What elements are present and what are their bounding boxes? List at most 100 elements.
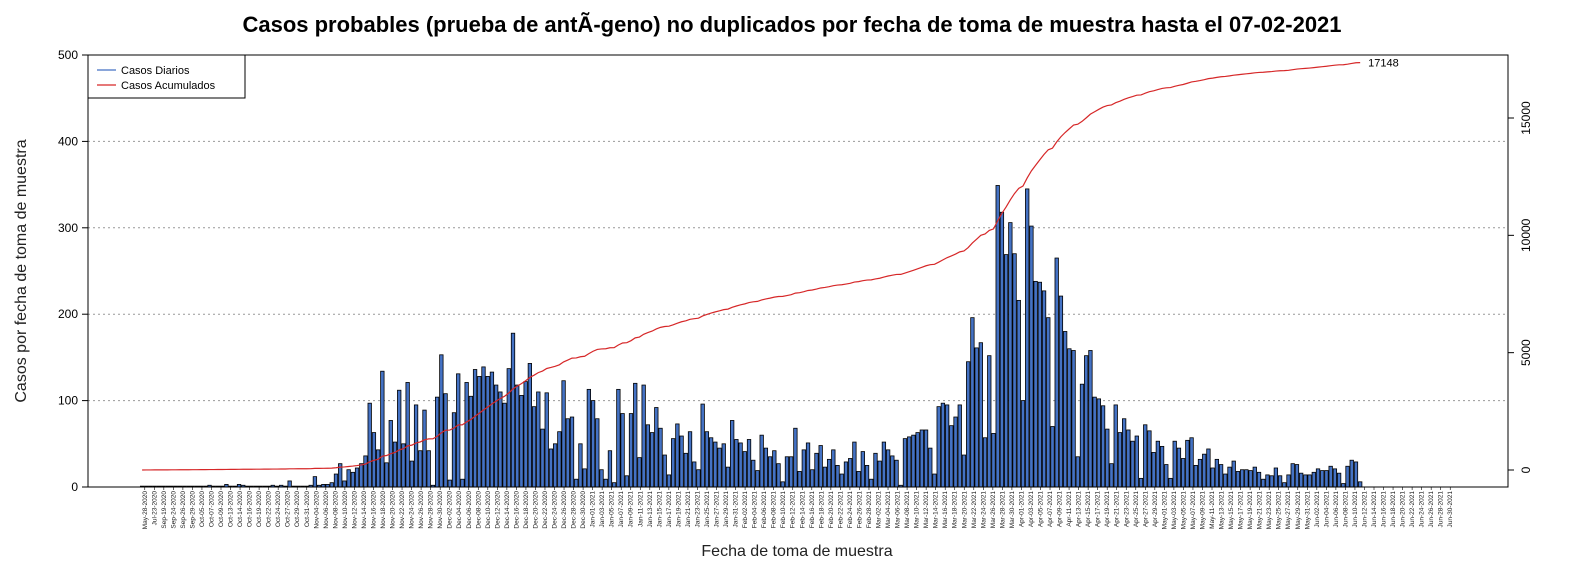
bar	[936, 406, 941, 488]
bar	[755, 470, 760, 488]
x-tick-label: Apr-15-2021	[1085, 491, 1092, 528]
x-tick-label: Nov-22-2020	[399, 491, 406, 529]
bar	[1324, 470, 1329, 488]
bar	[1223, 473, 1228, 488]
x-tick-label: Oct-22-2020	[266, 491, 273, 528]
bar	[1117, 432, 1123, 488]
bar	[472, 369, 478, 488]
bar	[1130, 440, 1135, 488]
bar	[1155, 440, 1160, 488]
bar	[645, 424, 651, 488]
y-tick-label: 500	[58, 48, 78, 62]
bar	[1252, 466, 1257, 488]
bar	[923, 429, 929, 488]
x-tick-label: Dec-04-2020	[456, 491, 463, 529]
bar	[708, 437, 714, 488]
bar	[704, 431, 710, 488]
bar	[1286, 474, 1291, 488]
bar	[692, 461, 697, 488]
x-tick-label: Nov-10-2020	[342, 491, 349, 529]
x-tick-label: Jun-08-2021	[1342, 491, 1349, 528]
bar	[848, 458, 853, 488]
bar	[826, 458, 832, 488]
bar	[1353, 461, 1359, 488]
bar	[468, 395, 473, 488]
bar	[1113, 404, 1118, 488]
bar	[789, 456, 794, 488]
bar	[805, 442, 811, 488]
x-tick-label: Jun-10-2021	[1352, 491, 1359, 528]
x-tick-label: Apr-29-2021	[1152, 491, 1159, 528]
bar	[565, 418, 570, 488]
x-tick-label: Jun-30-2021	[1447, 491, 1454, 528]
bar	[1244, 469, 1249, 488]
y-axis-left: 0 100 200 300 400 500	[58, 48, 88, 494]
x-tick-label: Nov-28-2020	[428, 491, 435, 529]
bar	[1164, 464, 1169, 488]
bar	[1227, 466, 1232, 488]
y-tick-label: 300	[58, 221, 78, 235]
bar	[1025, 188, 1030, 488]
bar	[1058, 295, 1064, 488]
bar	[907, 436, 912, 488]
x-tick-label: Feb-12-2021	[790, 491, 797, 529]
bar	[1181, 458, 1186, 488]
bar	[1311, 471, 1316, 488]
x-tick-label: Jan-25-2021	[704, 491, 711, 528]
x-tick-label: Feb-08-2021	[771, 491, 778, 529]
x-tick-label: May-05-2021	[1180, 491, 1187, 530]
x-tick-label: Mar-08-2021	[904, 491, 911, 529]
bar	[675, 423, 680, 488]
x-tick-label: May-19-2021	[1247, 491, 1254, 530]
x-tick-label: Dec-12-2020	[494, 491, 501, 529]
x-tick-label: Oct-14-2020	[237, 491, 244, 528]
bar	[519, 395, 524, 488]
x-tick-label: May-01-2021	[1161, 491, 1168, 530]
bar	[637, 457, 642, 488]
bar	[590, 400, 596, 488]
bar	[991, 433, 996, 488]
x-tick-label: Apr-01-2021	[1018, 491, 1025, 528]
bar	[801, 449, 806, 488]
bar	[810, 469, 815, 488]
bar	[1063, 331, 1068, 488]
x-tick-label: Apr-03-2021	[1028, 491, 1035, 528]
bar	[1294, 464, 1300, 488]
bar	[1218, 464, 1224, 488]
bar	[1020, 400, 1026, 488]
x-tick-label: Feb-28-2021	[866, 491, 873, 529]
x-tick-label: Mar-04-2021	[885, 491, 892, 529]
bar	[1240, 469, 1245, 488]
x-tick-label: Mar-26-2021	[990, 491, 997, 529]
x-tick-label: Apr-27-2021	[1142, 491, 1149, 528]
bar	[885, 449, 891, 488]
x-tick-label: Dec-30-2020	[580, 491, 587, 529]
bar	[1071, 350, 1076, 488]
bar	[380, 370, 385, 488]
bar	[1214, 458, 1220, 488]
x-tick-label: Dec-20-2020	[532, 491, 539, 529]
bar	[1210, 467, 1215, 488]
bar	[628, 413, 634, 488]
bar	[894, 459, 899, 488]
bar	[1206, 448, 1211, 488]
x-tick-label: Feb-18-2021	[818, 491, 825, 529]
x-tick-label: Jun-06-2021	[1333, 491, 1340, 528]
x-tick-label: Oct-27-2020	[285, 491, 292, 528]
x-tick-label: Jan-17-2021	[666, 491, 673, 528]
y-axis-title: Casos por fecha de toma de muestra	[13, 139, 30, 402]
bar	[1079, 383, 1085, 488]
bar	[485, 376, 490, 488]
x-tick-label: May-23-2021	[1266, 491, 1273, 530]
bar	[367, 402, 372, 488]
bar	[1273, 467, 1279, 488]
bar	[1307, 474, 1312, 488]
bar	[578, 443, 583, 488]
y-axis-right: 0 5000 10000 15000	[1508, 101, 1533, 473]
x-tick-label: Jan-31-2021	[733, 491, 740, 528]
bar	[784, 456, 790, 488]
x-tick-label: Jun-04-2021	[1323, 491, 1330, 528]
x-tick-label: Feb-20-2021	[828, 491, 835, 529]
bar	[877, 460, 882, 488]
cumulative-line	[142, 62, 1361, 471]
